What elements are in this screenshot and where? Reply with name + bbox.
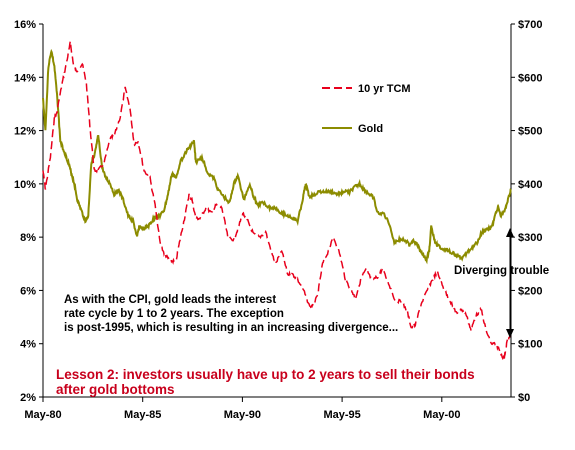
diverging-label: Diverging trouble xyxy=(454,265,549,277)
left-tick-label: 10% xyxy=(14,179,36,191)
left-axis-ticks: 2% 4% 6% 8% 10% 12% 14% 16% xyxy=(14,19,43,404)
x-axis-ticks: May-80 May-85 May-90 May-95 May-00 xyxy=(24,397,460,421)
right-tick-label: $200 xyxy=(518,285,542,297)
lesson-line: Lesson 2: investors usually have up to 2… xyxy=(56,367,475,382)
right-tick-label: $500 xyxy=(518,126,542,138)
left-tick-label: 6% xyxy=(20,285,36,297)
left-tick-label: 8% xyxy=(20,232,36,244)
right-tick-label: $400 xyxy=(518,179,542,191)
arrowhead-down xyxy=(506,329,514,338)
left-tick-label: 16% xyxy=(14,19,36,31)
arrowhead-up xyxy=(506,228,514,237)
diverging-annotation: Diverging trouble xyxy=(454,228,549,338)
x-tick-label: May-85 xyxy=(124,409,161,421)
note-text: As with the CPI, gold leads the interest… xyxy=(64,294,398,334)
legend-label-10yr-tcm: 10 yr TCM xyxy=(358,83,411,95)
note-line: As with the CPI, gold leads the interest xyxy=(64,294,276,306)
right-tick-label: $300 xyxy=(518,232,542,244)
x-tick-label: May-90 xyxy=(224,409,261,421)
note-line: rate cycle by 1 to 2 years. The exceptio… xyxy=(64,308,284,320)
lesson-line: after gold bottoms xyxy=(56,382,175,397)
series-line-gold xyxy=(42,48,512,265)
right-tick-label: $0 xyxy=(518,392,530,404)
right-tick-label: $600 xyxy=(518,72,542,84)
right-tick-label: $100 xyxy=(518,339,542,351)
right-axis-ticks: $0 $100 $200 $300 $400 $500 $600 $700 xyxy=(511,19,542,404)
x-tick-label: May-80 xyxy=(24,409,61,421)
right-tick-label: $700 xyxy=(518,19,542,31)
left-tick-label: 12% xyxy=(14,126,36,138)
lesson-text: Lesson 2: investors usually have up to 2… xyxy=(56,367,475,397)
left-tick-label: 14% xyxy=(14,72,36,84)
note-line: is post-1995, which is resulting in an i… xyxy=(64,322,398,334)
series-line-10yr-tcm xyxy=(42,41,512,361)
legend-label-gold: Gold xyxy=(358,123,383,135)
x-tick-label: May-95 xyxy=(323,409,360,421)
left-tick-label: 2% xyxy=(20,392,36,404)
left-tick-label: 4% xyxy=(20,339,36,351)
x-tick-label: May-00 xyxy=(423,409,460,421)
legend: 10 yr TCM Gold xyxy=(322,83,411,135)
